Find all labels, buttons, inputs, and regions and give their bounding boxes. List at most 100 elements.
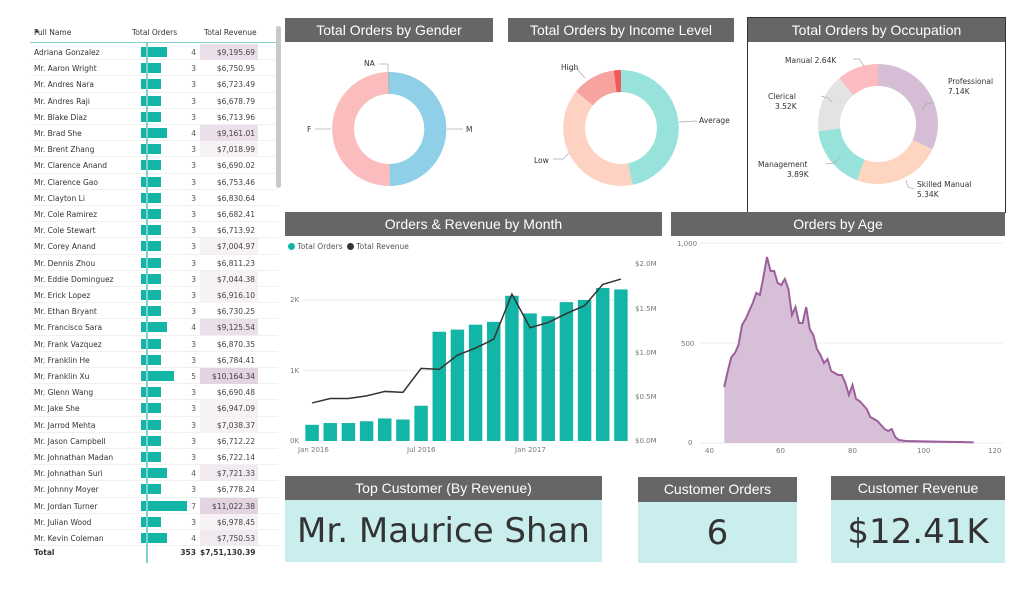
table-row[interactable]: Mr. Cole Ramirez 3 $6,682.41 <box>30 206 278 223</box>
cell-total-orders: 3 <box>191 242 196 252</box>
cell-total-orders: 4 <box>191 469 196 479</box>
table-row[interactable]: Mr. Julian Wood 3 $6,978.45 <box>30 513 278 530</box>
cell-full-name: Mr. Andres Nara <box>34 80 94 90</box>
cell-total-revenue: $6,712.22 <box>216 436 255 446</box>
table-row[interactable]: Mr. Jason Campbell 3 $6,712.22 <box>30 433 278 449</box>
table-scrollbar[interactable] <box>276 26 281 188</box>
table-row[interactable]: Mr. Aaron Wright 3 $6,750.95 <box>30 60 278 77</box>
income-label-low: Low <box>534 156 549 165</box>
orders-bar[interactable] <box>487 321 501 441</box>
cell-total-revenue: $6,947.09 <box>200 400 258 417</box>
cell-total-orders: 3 <box>191 161 196 171</box>
orders-bar[interactable] <box>596 288 610 441</box>
table-row[interactable]: Mr. Brent Zhang 3 $7,018.99 <box>30 141 278 158</box>
cell-total-revenue: $7,044.38 <box>200 270 258 287</box>
table-row[interactable]: Mr. Frank Vazquez 3 $6,870.35 <box>30 336 278 352</box>
orders-bar[interactable] <box>614 289 628 441</box>
orders-bar[interactable] <box>577 300 592 441</box>
cell-total-revenue: $6,682.41 <box>216 210 255 219</box>
age-y-tick-1000: 1,000 <box>677 240 698 248</box>
table-row[interactable]: Mr. Clayton Li 3 $6,830.64 <box>30 190 278 206</box>
y-right-tick-1m: $1.0M <box>635 349 657 357</box>
orders-databar <box>141 468 168 479</box>
month-chart-title: Orders & Revenue by Month <box>285 212 662 236</box>
cell-full-name: Mr. Glenn Wang <box>34 388 94 398</box>
cell-total-revenue: $7,750.53 <box>200 530 258 546</box>
table-row[interactable]: Mr. Erick Lopez 3 $6,916.10 <box>30 287 278 304</box>
table-row[interactable]: Mr. Clarence Gao 3 $6,753.46 <box>30 174 278 190</box>
cell-full-name: Mr. Brad She <box>34 129 82 138</box>
orders-bar[interactable] <box>559 302 574 441</box>
orders-bar[interactable] <box>359 421 374 441</box>
table-row[interactable]: Mr. Johnathan Madan 3 $6,722.14 <box>30 449 278 466</box>
orders-bar[interactable] <box>305 424 319 441</box>
total-label: Total <box>34 548 55 557</box>
cell-total-orders: 3 <box>191 517 196 527</box>
revenue-line[interactable] <box>311 278 622 404</box>
orders-bar[interactable] <box>378 418 392 441</box>
table-total-row: Total 353 $7,51,130.39 <box>30 546 278 560</box>
table-row[interactable]: Mr. Jake She 3 $6,947.09 <box>30 400 278 417</box>
header-total-revenue[interactable]: Total Revenue <box>204 28 257 37</box>
table-row[interactable]: Mr. Eddie Dominguez 3 $7,044.38 <box>30 270 278 287</box>
table-row[interactable]: Mr. Franklin He 3 $6,784.41 <box>30 352 278 368</box>
table-row[interactable]: Mr. Corey Anand 3 $7,004.97 <box>30 238 278 255</box>
legend-orders-label[interactable]: Total Orders <box>297 242 343 251</box>
table-row[interactable]: Adriana Gonzalez 4 $9,195.69 <box>30 44 278 61</box>
cell-full-name: Mr. Brent Zhang <box>34 145 95 155</box>
age-y-tick-0: 0 <box>688 439 693 447</box>
orders-databar <box>141 47 168 57</box>
table-row[interactable]: Mr. Johnny Moyer 3 $6,778.24 <box>30 481 278 498</box>
orders-bar[interactable] <box>523 313 537 441</box>
x-tick-jul-2016: Jul 2016 <box>407 446 436 454</box>
table-row[interactable]: Mr. Blake Diaz 3 $6,713.96 <box>30 109 278 125</box>
cell-total-revenue: $6,690.02 <box>216 161 255 171</box>
table-row[interactable]: Mr. Francisco Sara 4 $9,125.54 <box>30 319 278 336</box>
orders-bar[interactable] <box>396 419 410 441</box>
sort-ascending-icon[interactable]: ▲ <box>35 28 39 34</box>
table-row[interactable]: Mr. Franklin Xu 5 $10,164.34 <box>30 368 278 385</box>
orders-databar <box>141 354 161 365</box>
age-line[interactable] <box>723 256 974 444</box>
header-full-name[interactable]: Full Name <box>34 28 72 37</box>
cell-total-orders: 4 <box>191 323 196 333</box>
orders-bar[interactable] <box>541 316 555 441</box>
table-row[interactable]: Mr. Johnathan Suri 4 $7,721.33 <box>30 465 278 482</box>
cell-full-name: Mr. Clarence Anand <box>34 161 107 171</box>
table-row[interactable]: Mr. Ethan Bryant 3 $6,730.25 <box>30 303 278 320</box>
table-row[interactable]: Mr. Jarrod Mehta 3 $7,038.37 <box>30 416 278 433</box>
orders-bar[interactable] <box>323 423 337 441</box>
table-row[interactable]: Mr. Kevin Coleman 4 $7,750.53 <box>30 530 278 547</box>
orders-bar[interactable] <box>432 331 446 441</box>
income-donut-chart[interactable] <box>505 42 740 202</box>
cell-total-orders: 3 <box>191 388 196 398</box>
cell-total-orders: 3 <box>191 80 196 90</box>
cell-total-orders: 3 <box>191 226 196 236</box>
table-row[interactable]: Mr. Clarence Anand 3 $6,690.02 <box>30 157 278 174</box>
gender-donut-chart[interactable] <box>285 42 500 202</box>
cell-full-name: Mr. Jason Campbell <box>34 436 106 446</box>
gender-label-na: NA <box>364 59 375 68</box>
table-row[interactable]: Mr. Cole Stewart 3 $6,713.92 <box>30 222 278 239</box>
table-row[interactable]: Mr. Andres Raji 3 $6,678.79 <box>30 93 278 109</box>
table-row[interactable]: Mr. Brad She 4 $9,161.01 <box>30 125 278 142</box>
orders-databar <box>141 209 161 219</box>
cell-total-orders: 3 <box>191 307 196 317</box>
legend-revenue-label[interactable]: Total Revenue <box>356 242 409 251</box>
table-row[interactable]: Mr. Glenn Wang 3 $6,690.48 <box>30 384 278 401</box>
cell-total-orders: 3 <box>191 436 196 446</box>
customer-table: Full Name Total Orders Total Revenue ▲ A… <box>20 20 282 563</box>
table-row[interactable]: Mr. Andres Nara 3 $6,723.49 <box>30 76 278 93</box>
cell-total-revenue: $7,004.97 <box>200 238 258 255</box>
table-row[interactable]: Mr. Dennis Zhou 3 $6,811.23 <box>30 255 278 271</box>
occupation-donut-chart[interactable] <box>748 42 1005 212</box>
orders-bar[interactable] <box>468 324 483 441</box>
orders-bar[interactable] <box>341 423 356 441</box>
orders-bar[interactable] <box>505 295 519 441</box>
occupation-label-management: Management <box>758 160 808 169</box>
orders-bar[interactable] <box>414 405 428 441</box>
header-total-orders[interactable]: Total Orders <box>132 28 178 37</box>
table-row[interactable]: Mr. Jordan Turner 7 $11,022.38 <box>30 497 278 514</box>
